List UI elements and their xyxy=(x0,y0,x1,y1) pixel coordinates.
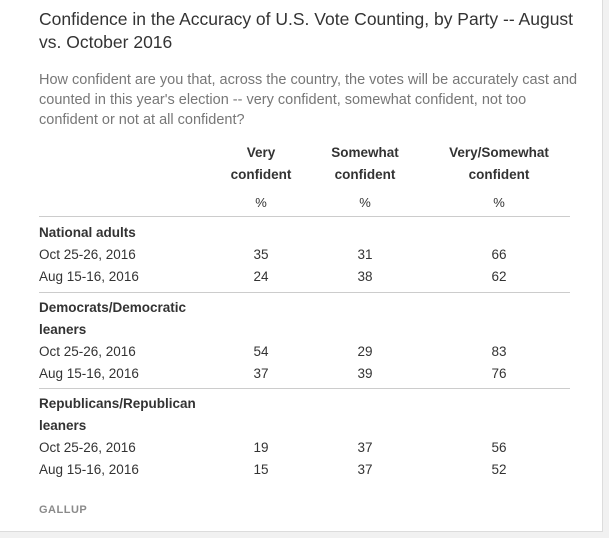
table-cell: 24 xyxy=(253,269,269,284)
table-cell: 52 xyxy=(491,462,507,477)
table-cell: 37 xyxy=(357,462,373,477)
group-label: Democrats/Democratic xyxy=(39,300,187,315)
row-label: Oct 25-26, 2016 xyxy=(39,344,136,359)
table-cell: 62 xyxy=(491,269,507,284)
table-cell: 38 xyxy=(357,269,373,284)
row-label: Aug 15-16, 2016 xyxy=(39,462,139,477)
table-cell: 66 xyxy=(491,247,507,262)
chart-title: Confidence in the Accuracy of U.S. Vote … xyxy=(39,9,574,52)
table-cell: 76 xyxy=(491,366,507,381)
table-cell: 29 xyxy=(357,344,373,359)
row-label: Aug 15-16, 2016 xyxy=(39,366,139,381)
table-cell: 56 xyxy=(491,440,507,455)
column-header-line1: Very/Somewhat xyxy=(449,145,549,160)
table-cell: 31 xyxy=(357,247,373,262)
table-cell: 39 xyxy=(357,366,373,381)
row-label: Oct 25-26, 2016 xyxy=(39,440,136,455)
column-header-line1: Somewhat xyxy=(331,145,399,160)
table-cell: 83 xyxy=(491,344,507,359)
column-header-unit: % xyxy=(359,195,371,210)
chart-subtitle: How confident are you that, across the c… xyxy=(39,72,578,128)
column-header-line1: Very xyxy=(246,145,276,160)
group-label: leaners xyxy=(39,418,87,433)
column-header-line2: confident xyxy=(468,167,530,182)
table-cell: 35 xyxy=(253,247,269,262)
group-label: National adults xyxy=(39,225,136,240)
column-header-line2: confident xyxy=(230,167,292,182)
source-label: GALLUP xyxy=(39,504,88,516)
group-divider xyxy=(39,216,570,217)
table-cell: 37 xyxy=(253,366,269,381)
table-cell: 19 xyxy=(253,440,269,455)
group-divider xyxy=(39,388,570,389)
table-cell: 15 xyxy=(253,462,269,477)
row-label: Aug 15-16, 2016 xyxy=(39,269,139,284)
row-label: Oct 25-26, 2016 xyxy=(39,247,136,262)
table-cell: 54 xyxy=(253,344,269,359)
column-header-unit: % xyxy=(255,195,267,210)
group-divider xyxy=(39,292,570,293)
group-label: leaners xyxy=(39,322,87,337)
column-header-unit: % xyxy=(493,195,505,210)
group-label: Republicans/Republican xyxy=(39,396,196,411)
column-header-line2: confident xyxy=(334,167,396,182)
chart-card: Confidence in the Accuracy of U.S. Vote … xyxy=(0,0,603,532)
table-cell: 37 xyxy=(357,440,373,455)
